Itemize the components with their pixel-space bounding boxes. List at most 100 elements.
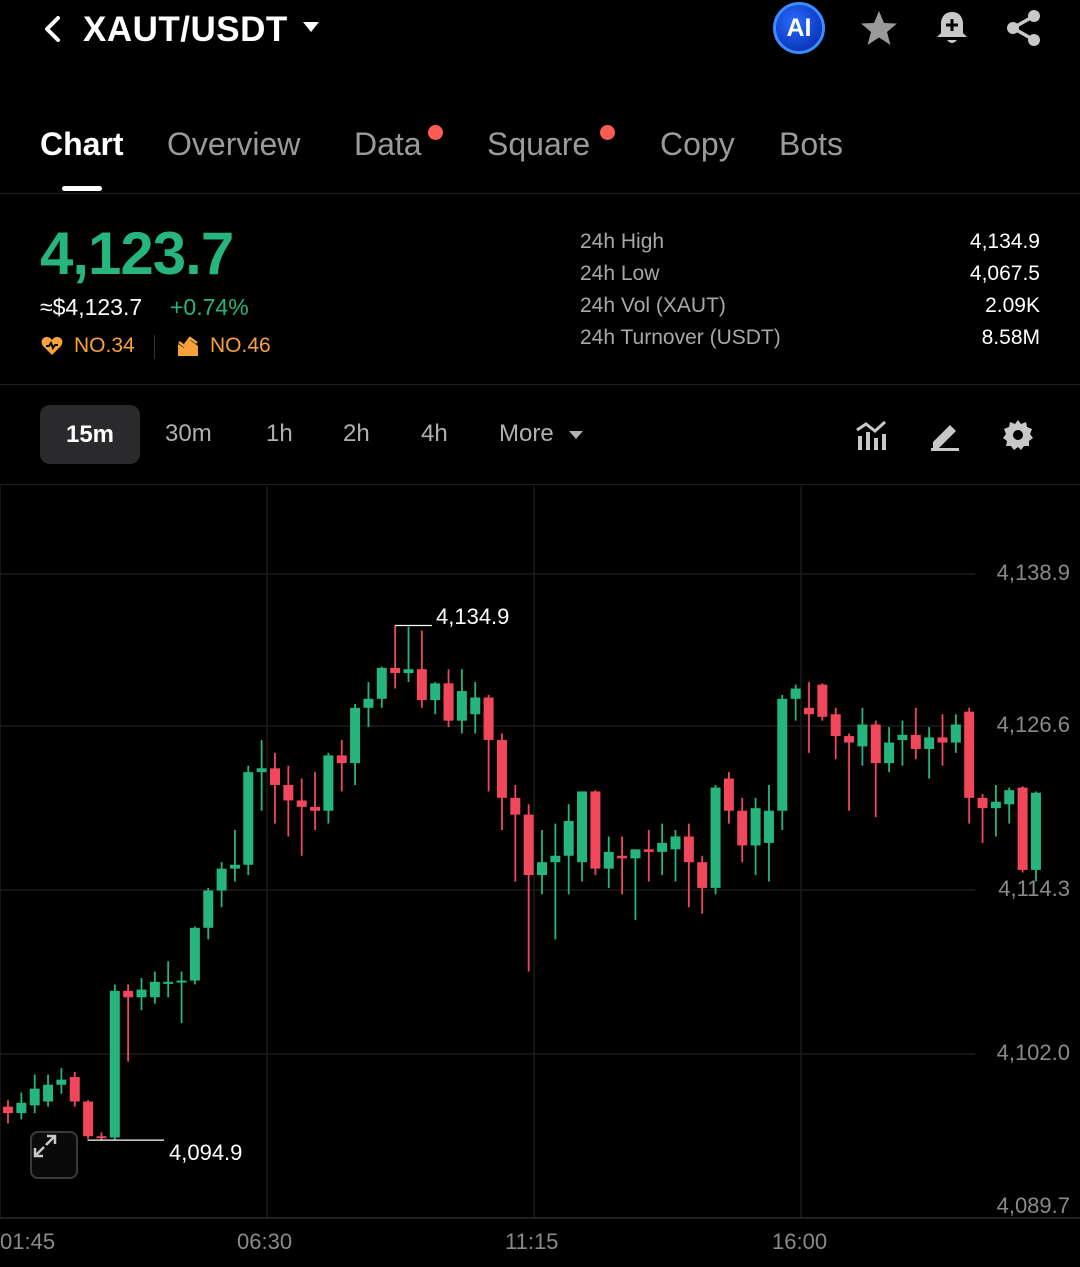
interval-4h[interactable]: 4h xyxy=(421,420,448,447)
stat-label-turnover: 24h Turnover (USDT) xyxy=(580,326,781,349)
last-price: 4,123.7 xyxy=(40,220,234,287)
candle-body xyxy=(270,768,280,785)
candle-body xyxy=(683,836,694,863)
divider xyxy=(154,335,155,359)
interval-1h[interactable]: 1h xyxy=(266,420,293,447)
interval-toolbar: 15m 30m 1h 2h 4h More xyxy=(0,385,1080,485)
candle-body xyxy=(777,698,788,811)
stat-value-vol: 2.09K xyxy=(985,294,1040,317)
candle-body xyxy=(43,1084,54,1102)
candle-body xyxy=(336,755,347,764)
candle-body xyxy=(857,724,868,747)
alert-bell-icon[interactable] xyxy=(932,8,972,48)
active-tab-indicator xyxy=(62,186,102,191)
x-tick-label: 06:30 xyxy=(237,1229,293,1254)
candle-body xyxy=(977,797,988,809)
candle-body xyxy=(617,855,628,859)
notification-dot xyxy=(600,125,615,140)
candle-body xyxy=(937,737,948,743)
candle-body xyxy=(363,698,374,708)
candle-body xyxy=(350,707,361,764)
chevron-down-icon xyxy=(569,431,584,439)
settings-gear-icon[interactable] xyxy=(1001,418,1035,452)
candle-body xyxy=(1004,790,1015,805)
candle-body xyxy=(1030,792,1041,870)
draw-pencil-icon[interactable] xyxy=(928,418,962,452)
fullscreen-button[interactable] xyxy=(30,1131,78,1179)
tab-overview[interactable]: Overview xyxy=(167,126,301,162)
candle-body xyxy=(844,736,855,743)
y-tick-label: 4,102.0 xyxy=(996,1040,1070,1065)
candle-body xyxy=(123,990,134,998)
candle-body xyxy=(723,778,734,811)
candle-body xyxy=(563,821,574,856)
candle-body xyxy=(884,742,895,764)
candle-body xyxy=(750,808,761,846)
interval-2h[interactable]: 2h xyxy=(343,420,370,447)
candle-body xyxy=(283,785,294,801)
candle-body xyxy=(83,1101,94,1137)
candle-body xyxy=(109,990,120,1138)
candle-body xyxy=(96,1136,107,1139)
stat-value-low: 4,067.5 xyxy=(969,262,1040,285)
candle-body xyxy=(817,684,828,717)
pair-title[interactable]: XAUT/USDT xyxy=(83,10,288,49)
back-arrow-icon[interactable] xyxy=(38,12,68,46)
candle-body xyxy=(924,737,935,749)
candlestick-chart[interactable]: 4,138.9 4,126.6 4,114.3 4,102.0 4,089.7 … xyxy=(0,486,1080,1267)
stat-label-vol: 24h Vol (XAUT) xyxy=(580,294,726,317)
main-tabs: Chart Overview Data Square Copy Bots xyxy=(0,118,1080,194)
candle-body xyxy=(657,842,668,852)
candle-body xyxy=(763,810,774,843)
candle-body xyxy=(630,849,641,859)
tab-chart[interactable]: Chart xyxy=(40,126,124,162)
x-tick-label: 16:00 xyxy=(772,1229,828,1254)
candle-body xyxy=(804,707,814,715)
rank-badge-gainer[interactable]: NO.46 xyxy=(176,334,271,358)
candle-body xyxy=(643,849,654,852)
interval-15m[interactable]: 15m xyxy=(40,405,140,464)
candle-body xyxy=(537,862,547,876)
candle-body xyxy=(603,851,614,869)
share-icon[interactable] xyxy=(1004,8,1044,48)
candle-body xyxy=(990,801,1001,809)
tab-copy[interactable]: Copy xyxy=(660,126,735,162)
indicators-icon[interactable] xyxy=(854,418,888,452)
ticker-summary: 4,123.7 ≈$4,123.7 +0.74% NO.34 NO.46 24h… xyxy=(0,195,1080,385)
candle-body xyxy=(697,862,708,888)
candle-body xyxy=(870,724,881,764)
y-tick-label: 4,089.7 xyxy=(996,1193,1070,1218)
stat-value-high: 4,134.9 xyxy=(969,230,1040,253)
stat-label-high: 24h High xyxy=(580,230,665,253)
top-bar: XAUT/USDT AI xyxy=(0,0,1080,70)
tab-data[interactable]: Data xyxy=(354,126,422,162)
chart-canvas[interactable] xyxy=(0,486,1080,1267)
candle-body xyxy=(590,791,601,869)
notification-dot xyxy=(428,125,443,140)
interval-30m[interactable]: 30m xyxy=(165,420,212,447)
interval-more-button[interactable]: More xyxy=(499,420,584,448)
candle-body xyxy=(550,855,561,863)
x-tick-label: 01:45 xyxy=(0,1229,56,1254)
chevron-down-icon[interactable] xyxy=(301,19,321,35)
candle-body xyxy=(29,1088,40,1106)
candle-body xyxy=(216,868,227,891)
candle-body xyxy=(443,683,454,721)
candle-body xyxy=(737,810,748,846)
ai-assistant-button[interactable]: AI xyxy=(773,2,825,54)
candle-body xyxy=(189,927,200,981)
high-price-annotation: 4,134.9 xyxy=(436,604,510,629)
candle-body xyxy=(523,814,534,876)
candle-body xyxy=(403,669,414,674)
candle-body xyxy=(470,697,481,715)
trend-rank-icon xyxy=(178,336,198,356)
rank-badge-hot[interactable]: NO.34 xyxy=(40,334,135,358)
y-tick-label: 4,138.9 xyxy=(996,560,1070,585)
candle-body xyxy=(323,755,334,811)
star-icon[interactable] xyxy=(859,8,899,48)
candle-body xyxy=(577,791,588,863)
rank-gainer-label: NO.46 xyxy=(210,334,271,357)
tab-square[interactable]: Square xyxy=(487,126,591,162)
candle-body xyxy=(376,667,387,699)
tab-bots[interactable]: Bots xyxy=(779,126,844,162)
